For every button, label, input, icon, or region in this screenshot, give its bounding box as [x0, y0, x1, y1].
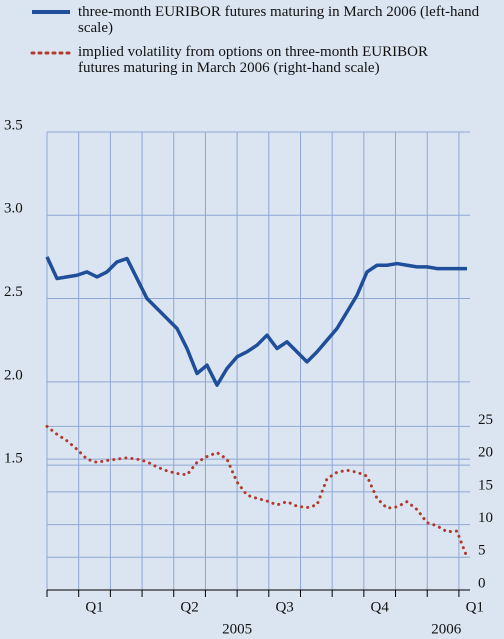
x-tick-label: Q4 [371, 599, 390, 615]
y-tick-label: 3.0 [4, 201, 23, 217]
y2-tick-label: 20 [478, 445, 493, 461]
year-label: 2006 [431, 621, 462, 637]
y2-tick-label: 0 [478, 575, 486, 591]
x-tick-label: Q1 [85, 599, 103, 615]
series-line [45, 424, 469, 559]
x-tick-label: Q3 [275, 599, 293, 615]
y-tick-label: 2.0 [4, 367, 23, 383]
y2-tick-label: 15 [478, 477, 493, 493]
year-label: 2005 [222, 621, 252, 637]
x-tick-label: Q2 [180, 599, 198, 615]
y2-tick-label: 5 [478, 543, 486, 559]
legend-label: three-month EURIBOR futures maturing in … [78, 4, 480, 36]
legend-label: implied volatility from options on three… [78, 44, 428, 76]
y-tick-label: 1.5 [4, 451, 23, 467]
y-tick-label: 3.5 [4, 117, 23, 133]
series-line [45, 256, 467, 387]
y-tick-label: 2.5 [4, 284, 23, 300]
x-tick-label: Q1 [466, 599, 484, 615]
y2-tick-label: 25 [478, 412, 493, 428]
y2-tick-label: 10 [478, 510, 493, 526]
